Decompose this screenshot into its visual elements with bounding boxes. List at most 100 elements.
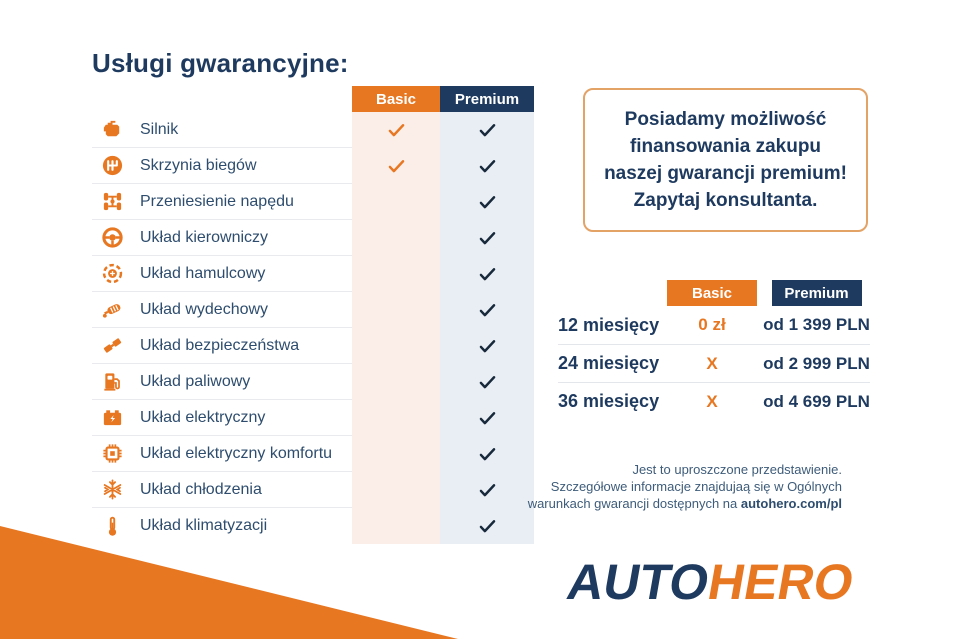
premium-cell bbox=[440, 220, 534, 256]
basic-cell bbox=[352, 112, 440, 148]
promo-line: Posiadamy możliwość bbox=[624, 109, 827, 130]
table-row: Silnik bbox=[92, 112, 534, 148]
table-row: Układ klimatyzacji bbox=[92, 508, 534, 544]
premium-column-header: Premium bbox=[440, 86, 534, 112]
table-row: Układ paliwowy bbox=[92, 364, 534, 400]
premium-check-icon bbox=[477, 264, 498, 285]
premium-check-icon bbox=[477, 444, 498, 465]
services-table-body: Silnik Skrzynia biegów Przeniesienie nap… bbox=[92, 112, 534, 544]
premium-cell bbox=[440, 292, 534, 328]
premium-check-icon bbox=[477, 156, 498, 177]
basic-cell bbox=[352, 220, 440, 256]
premium-check-icon bbox=[477, 408, 498, 429]
premium-cell bbox=[440, 472, 534, 508]
premium-check-icon bbox=[477, 192, 498, 213]
disclaimer-text: Jest to uproszczone przedstawienie. Szcz… bbox=[500, 461, 842, 512]
table-row: Układ bezpieczeństwa bbox=[92, 328, 534, 364]
page-title: Usługi gwarancyjne: bbox=[92, 48, 349, 78]
pricing-premium-value: od 4 699 PLN bbox=[763, 391, 870, 411]
pricing-premium-value: od 1 399 PLN bbox=[763, 315, 870, 334]
premium-cell bbox=[440, 256, 534, 292]
services-header-spacer bbox=[92, 86, 352, 112]
premium-check-icon bbox=[477, 516, 498, 537]
pricing-basic-header: Basic bbox=[667, 280, 757, 306]
pricing-basic-value: X bbox=[706, 353, 718, 373]
promo-line: Zapytaj konsultanta. bbox=[633, 190, 818, 211]
services-table-header: Basic Premium bbox=[92, 86, 534, 112]
disclaimer-line: Jest to uproszczone przedstawienie. bbox=[632, 462, 842, 477]
disclaimer-line: warunkach gwarancji dostępnych na autohe… bbox=[527, 496, 842, 511]
table-row: Układ hamulcowy bbox=[92, 256, 534, 292]
autohero-link[interactable]: autohero.com/pl bbox=[740, 496, 842, 511]
table-row: Układ wydechowy bbox=[92, 292, 534, 328]
table-row: Przeniesienie napędu bbox=[92, 184, 534, 220]
fuel-pump-icon bbox=[100, 370, 124, 394]
promo-line: naszej gwarancji premium! bbox=[604, 163, 847, 184]
engine-icon bbox=[100, 118, 124, 142]
drivetrain-icon bbox=[100, 190, 124, 214]
premium-cell bbox=[440, 364, 534, 400]
thermometer-icon bbox=[100, 514, 124, 538]
pricing-term: 12 miesięcy bbox=[558, 314, 660, 335]
premium-check-icon bbox=[477, 120, 498, 141]
chip-icon bbox=[100, 442, 124, 466]
premium-check-icon bbox=[477, 228, 498, 249]
premium-check-icon bbox=[477, 336, 498, 357]
basic-check-icon bbox=[386, 120, 407, 141]
pricing-table-body: 12 miesięcy 0 zł od 1 399 PLN 24 miesięc… bbox=[558, 306, 870, 420]
premium-cell bbox=[440, 148, 534, 184]
disclaimer-line: Szczegółowe informacje znajdujaą się w O… bbox=[550, 479, 842, 494]
basic-cell bbox=[352, 148, 440, 184]
basic-check-icon bbox=[386, 156, 407, 177]
basic-cell bbox=[352, 472, 440, 508]
basic-cell bbox=[352, 508, 440, 544]
seatbelt-icon bbox=[100, 334, 124, 358]
premium-cell bbox=[440, 508, 534, 544]
basic-cell bbox=[352, 256, 440, 292]
table-row: Układ chłodzenia bbox=[92, 472, 534, 508]
promo-line: finansowania zakupu bbox=[629, 136, 822, 157]
pricing-term: 24 miesięcy bbox=[558, 353, 660, 373]
premium-cell bbox=[440, 328, 534, 364]
brake-disc-icon bbox=[100, 262, 124, 286]
pricing-row: 24 miesięcy X od 2 999 PLN bbox=[558, 344, 870, 382]
logo-hero-part: HERO bbox=[703, 554, 859, 610]
table-row: Skrzynia biegów bbox=[92, 148, 534, 184]
services-table: Basic Premium Silnik Skrzynia biegów Prz… bbox=[92, 86, 534, 544]
pricing-term: 36 miesięcy bbox=[558, 391, 660, 411]
basic-cell bbox=[352, 364, 440, 400]
premium-check-icon bbox=[477, 372, 498, 393]
basic-cell bbox=[352, 400, 440, 436]
pricing-table: Basic Premium 12 miesięcy 0 zł od 1 399 … bbox=[558, 280, 870, 420]
table-row: Układ elektryczny bbox=[92, 400, 534, 436]
premium-check-icon bbox=[477, 480, 498, 501]
exhaust-icon bbox=[100, 298, 124, 322]
table-row: Układ elektryczny komfortu bbox=[92, 436, 534, 472]
pricing-basic-value: X bbox=[706, 391, 718, 411]
snowflake-icon bbox=[100, 478, 124, 502]
pricing-row: 36 miesięcy X od 4 699 PLN bbox=[558, 382, 870, 420]
premium-cell bbox=[440, 400, 534, 436]
steering-wheel-icon bbox=[100, 226, 124, 250]
basic-cell bbox=[352, 184, 440, 220]
battery-icon bbox=[100, 406, 124, 430]
basic-cell bbox=[352, 328, 440, 364]
basic-column-header: Basic bbox=[352, 86, 440, 112]
financing-promo-box: Posiadamy możliwość finansowania zakupu … bbox=[583, 88, 868, 232]
pricing-premium-header: Premium bbox=[771, 280, 862, 306]
pricing-row: 12 miesięcy 0 zł od 1 399 PLN bbox=[558, 306, 870, 344]
premium-cell bbox=[440, 184, 534, 220]
autohero-logo: AUTOHERO bbox=[563, 553, 858, 611]
basic-cell bbox=[352, 436, 440, 472]
logo-auto-part: AUTO bbox=[563, 554, 714, 610]
premium-check-icon bbox=[477, 300, 498, 321]
table-row: Układ kierowniczy bbox=[92, 220, 534, 256]
premium-cell bbox=[440, 436, 534, 472]
premium-cell bbox=[440, 112, 534, 148]
gearbox-icon bbox=[100, 154, 124, 178]
pricing-table-header: Basic Premium bbox=[558, 280, 870, 306]
basic-cell bbox=[352, 292, 440, 328]
pricing-header-spacer bbox=[558, 280, 661, 306]
pricing-basic-value: 0 zł bbox=[698, 315, 726, 334]
